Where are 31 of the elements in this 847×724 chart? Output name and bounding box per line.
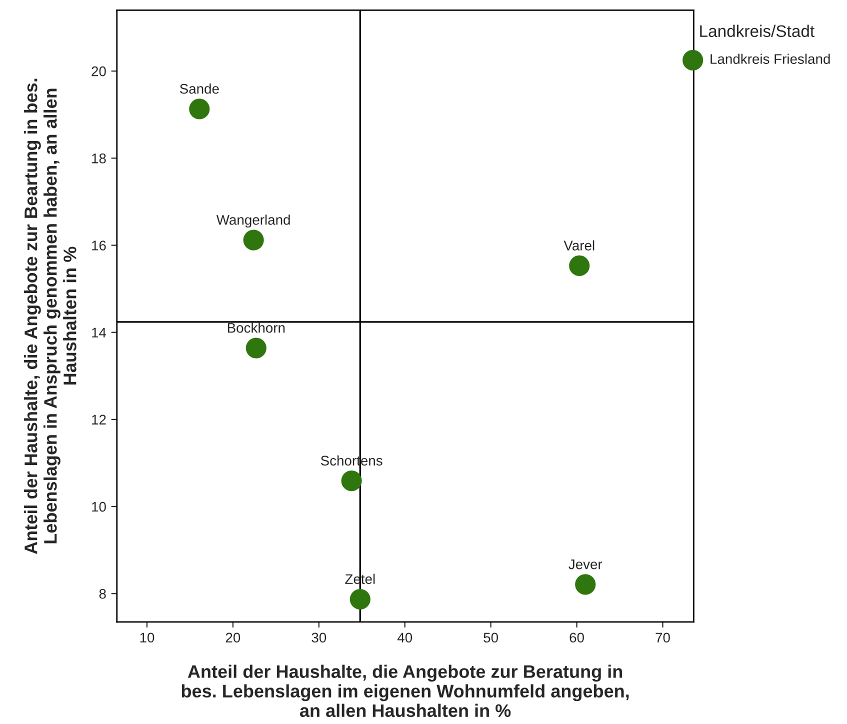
x-axis-title: Anteil der Haushalte, die Angebote zur Beratung in bes. Lebenslagen im eigenen Wohnumfeld angeben, an allen Haushalten in % — [182, 664, 629, 718]
y-tick-label: 12 — [92, 414, 106, 424]
x-tick-label: 10 — [140, 632, 154, 643]
x-tick-label: 70 — [656, 632, 670, 643]
x-tick-label: 40 — [397, 632, 412, 643]
data-label: Bockhorn — [228, 322, 285, 333]
data-label: Wangerland — [216, 214, 290, 228]
point — [246, 338, 266, 358]
data-label: Landkreis Friesland — [710, 54, 830, 64]
y-tick-label: 10 — [92, 502, 106, 512]
data-label: Sande — [180, 84, 219, 94]
point — [189, 98, 210, 120]
x-tick-label: 60 — [570, 632, 584, 643]
x-tick-label: 30 — [312, 632, 326, 643]
x-tick-label: 20 — [226, 632, 240, 643]
y-tick-label: 16 — [92, 240, 106, 250]
text: Landkreis/Stadt — [700, 24, 814, 38]
point — [575, 574, 596, 595]
y-tick-label: 8 — [99, 588, 106, 599]
point — [243, 230, 264, 250]
point — [569, 255, 590, 276]
point — [682, 50, 704, 71]
y-axis-title: Anteil der Haushalte, die Angebote zur Beartung in bes. Lebenslagen in Anspruch genommen haben, an allen Haushalten in % — [24, 78, 76, 554]
point — [350, 588, 370, 610]
x-tick-label: 50 — [484, 632, 498, 643]
data-label: Jever — [568, 560, 602, 570]
y-tick-label: 14 — [92, 328, 106, 338]
y-tick-label: 20 — [92, 66, 106, 76]
y-tick-label: 18 — [92, 154, 106, 164]
point — [341, 470, 362, 492]
data-label: Varel — [564, 240, 594, 250]
